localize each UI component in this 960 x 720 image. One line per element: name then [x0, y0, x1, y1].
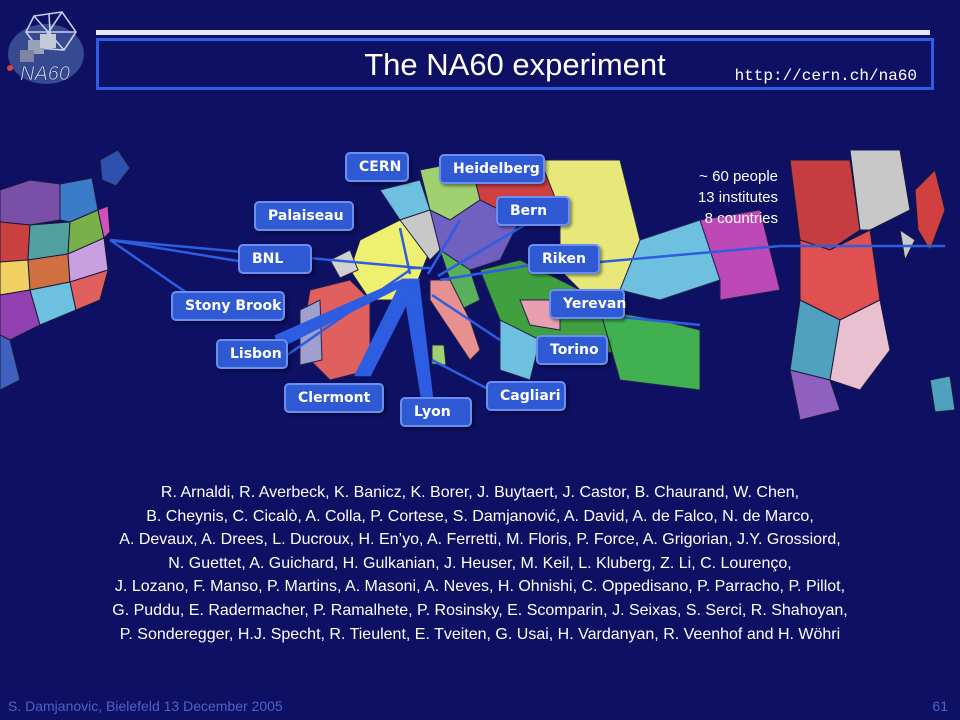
institutes-count: 13 institutes	[697, 189, 778, 206]
logo-text: NA60	[20, 63, 70, 85]
label-stony-brook: Stony Brook	[171, 291, 285, 321]
label-lisbon: Lisbon	[216, 339, 288, 369]
author-line: R. Arnaldi, R. Averbeck, K. Banicz, K. B…	[160, 484, 800, 501]
world-map	[0, 150, 956, 421]
label-cagliari: Cagliari	[486, 381, 566, 411]
asia-map	[789, 150, 956, 421]
author-line: B. Cheynis, C. Cicalò, A. Colla, P. Cort…	[146, 507, 814, 525]
na60-url[interactable]: http://cern.ch/na60	[734, 67, 917, 85]
label-palaiseau: Palaiseau	[254, 201, 354, 231]
author-list: R. Arnaldi, R. Averbeck, K. Banicz, K. B…	[30, 481, 930, 646]
title-box: The NA60 experiment http://cern.ch/na60	[96, 38, 934, 90]
author-line: N. Guettet, A. Guichard, H. Gulkanian, J…	[168, 554, 792, 572]
usa-map	[0, 150, 131, 391]
countries-count: 8 countries	[704, 210, 778, 227]
connector-lines	[109, 214, 945, 400]
label-clermont: Clermont	[284, 383, 384, 413]
author-line: J. Lozano, F. Manso, P. Martins, A. Maso…	[114, 578, 846, 596]
label-lyon: Lyon	[400, 397, 472, 427]
na60-logo: NA60	[4, 10, 90, 88]
footer-presenter: S. Damjanovic, Bielefeld 13 December 200…	[8, 698, 283, 714]
label-torino: Torino	[536, 335, 608, 365]
page-number: 61	[932, 698, 948, 714]
header-rule	[96, 30, 930, 35]
label-riken: Riken	[528, 244, 600, 274]
label-bern: Bern	[496, 196, 570, 226]
people-count: ~ 60 people	[699, 168, 778, 185]
label-bnl: BNL	[238, 244, 312, 274]
collaboration-stats: ~ 60 people 13 institutes 8 countries	[640, 166, 778, 229]
author-line: P. Sonderegger, H.J. Specht, R. Tieulent…	[119, 625, 841, 643]
label-yerevan: Yerevan	[549, 289, 626, 319]
label-cern: CERN	[345, 152, 409, 182]
slide-title: The NA60 experiment	[364, 47, 666, 82]
label-heidelberg: Heidelberg	[439, 154, 545, 184]
author-line: A. Devaux, A. Drees, L. Ducroux, H. En’y…	[119, 531, 841, 549]
author-line: G. Puddu, E. Radermacher, P. Ramalhete, …	[112, 601, 848, 619]
